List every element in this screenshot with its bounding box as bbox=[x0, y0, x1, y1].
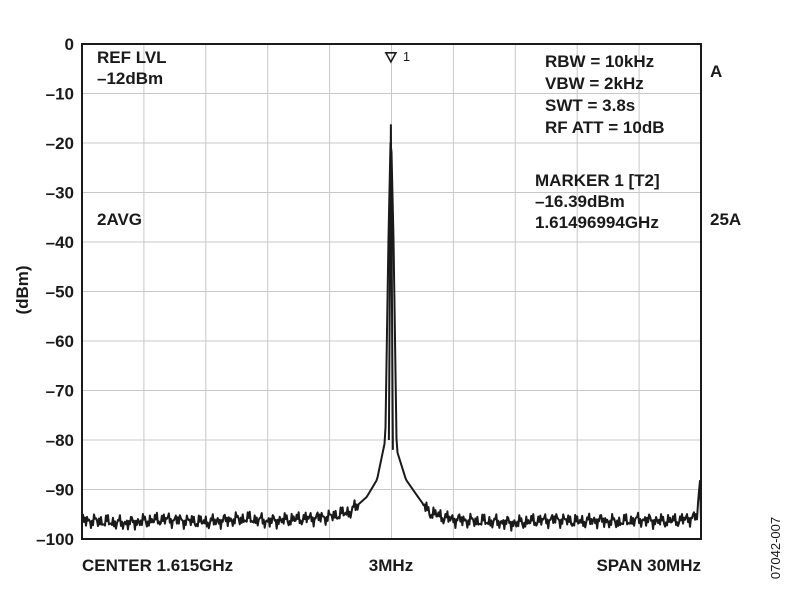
plot-frame bbox=[81, 43, 702, 540]
rf-att-setting: RF ATT = 10dB bbox=[545, 118, 664, 137]
y-axis-label: (dBm) bbox=[13, 265, 32, 314]
x-label-span: SPAN 30MHz bbox=[596, 556, 701, 575]
y-tick-label: –50 bbox=[46, 283, 74, 302]
y-tick-label: –70 bbox=[46, 382, 74, 401]
y-tick-label: –80 bbox=[46, 431, 74, 450]
y-tick-label: –100 bbox=[36, 530, 74, 549]
y-tick-label: –40 bbox=[46, 233, 74, 252]
swt-setting: SWT = 3.8s bbox=[545, 96, 635, 115]
right-label-25a: 25A bbox=[710, 210, 741, 229]
y-tick-label: 0 bbox=[65, 35, 74, 54]
y-tick-label: –60 bbox=[46, 332, 74, 351]
marker-number-label: 1 bbox=[403, 49, 410, 64]
rbw-setting: RBW = 10kHz bbox=[545, 52, 654, 71]
marker-readout-level: –16.39dBm bbox=[535, 192, 625, 211]
x-label-division: 3MHz bbox=[369, 556, 413, 575]
x-label-center: CENTER 1.615GHz bbox=[82, 556, 233, 575]
y-tick-label: –30 bbox=[46, 184, 74, 203]
spectrum-trace bbox=[81, 124, 702, 532]
marker-readout-frequency: 1.61496994GHz bbox=[535, 213, 659, 232]
ref-level-label: REF LVL bbox=[97, 48, 167, 67]
y-tick-label: –20 bbox=[46, 134, 74, 153]
marker-readout-title: MARKER 1 [T2] bbox=[535, 171, 660, 190]
right-label-a: A bbox=[710, 62, 722, 81]
marker-triangle-icon bbox=[384, 52, 398, 64]
ref-level-value: –12dBm bbox=[97, 69, 163, 88]
figure-id: 07042-007 bbox=[768, 517, 783, 579]
y-axis-ticks: 0 –10 –20 –30 –40 –50 –60 –70 –80 –90 –100 bbox=[36, 35, 74, 549]
y-tick-label: –90 bbox=[46, 481, 74, 500]
trace-mode-label: 2AVG bbox=[97, 210, 142, 229]
vbw-setting: VBW = 2kHz bbox=[545, 74, 644, 93]
y-tick-label: –10 bbox=[46, 85, 74, 104]
